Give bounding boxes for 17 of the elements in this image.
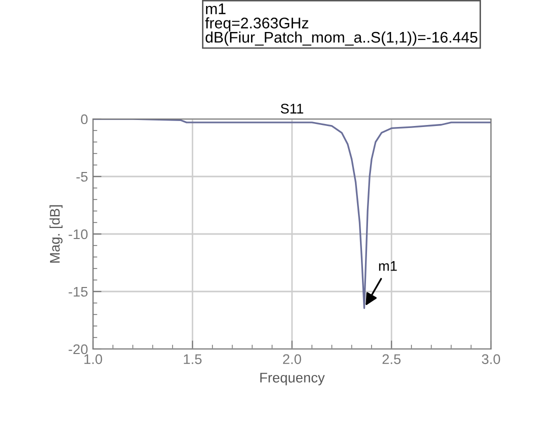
- x-tick-label: 1.0: [84, 354, 102, 364]
- y-tick-label: -15: [68, 286, 88, 297]
- y-tick-label: 0: [80, 114, 88, 124]
- y-axis-title: Mag. [dB]: [50, 205, 63, 263]
- x-tick-label: 2.0: [283, 354, 302, 364]
- text: freq=2.363GHz: [205, 17, 308, 32]
- x-axis-title: Frequency: [260, 372, 325, 386]
- text: m1: [206, 4, 226, 14]
- x-tick-label: 3.0: [482, 354, 500, 364]
- x-tick-label: 2.5: [382, 354, 401, 364]
- text: dB(Fiur_Patch_mom_a..S(1,1))=-16.445: [206, 31, 478, 46]
- x-tick-label: 1.5: [184, 354, 202, 364]
- chart-title: S11: [280, 104, 304, 114]
- annotation: m1: [379, 261, 397, 271]
- y-tick-label: -20: [68, 344, 88, 354]
- y-tick-label: -5: [76, 172, 88, 182]
- y-tick-label: -10: [68, 229, 88, 240]
